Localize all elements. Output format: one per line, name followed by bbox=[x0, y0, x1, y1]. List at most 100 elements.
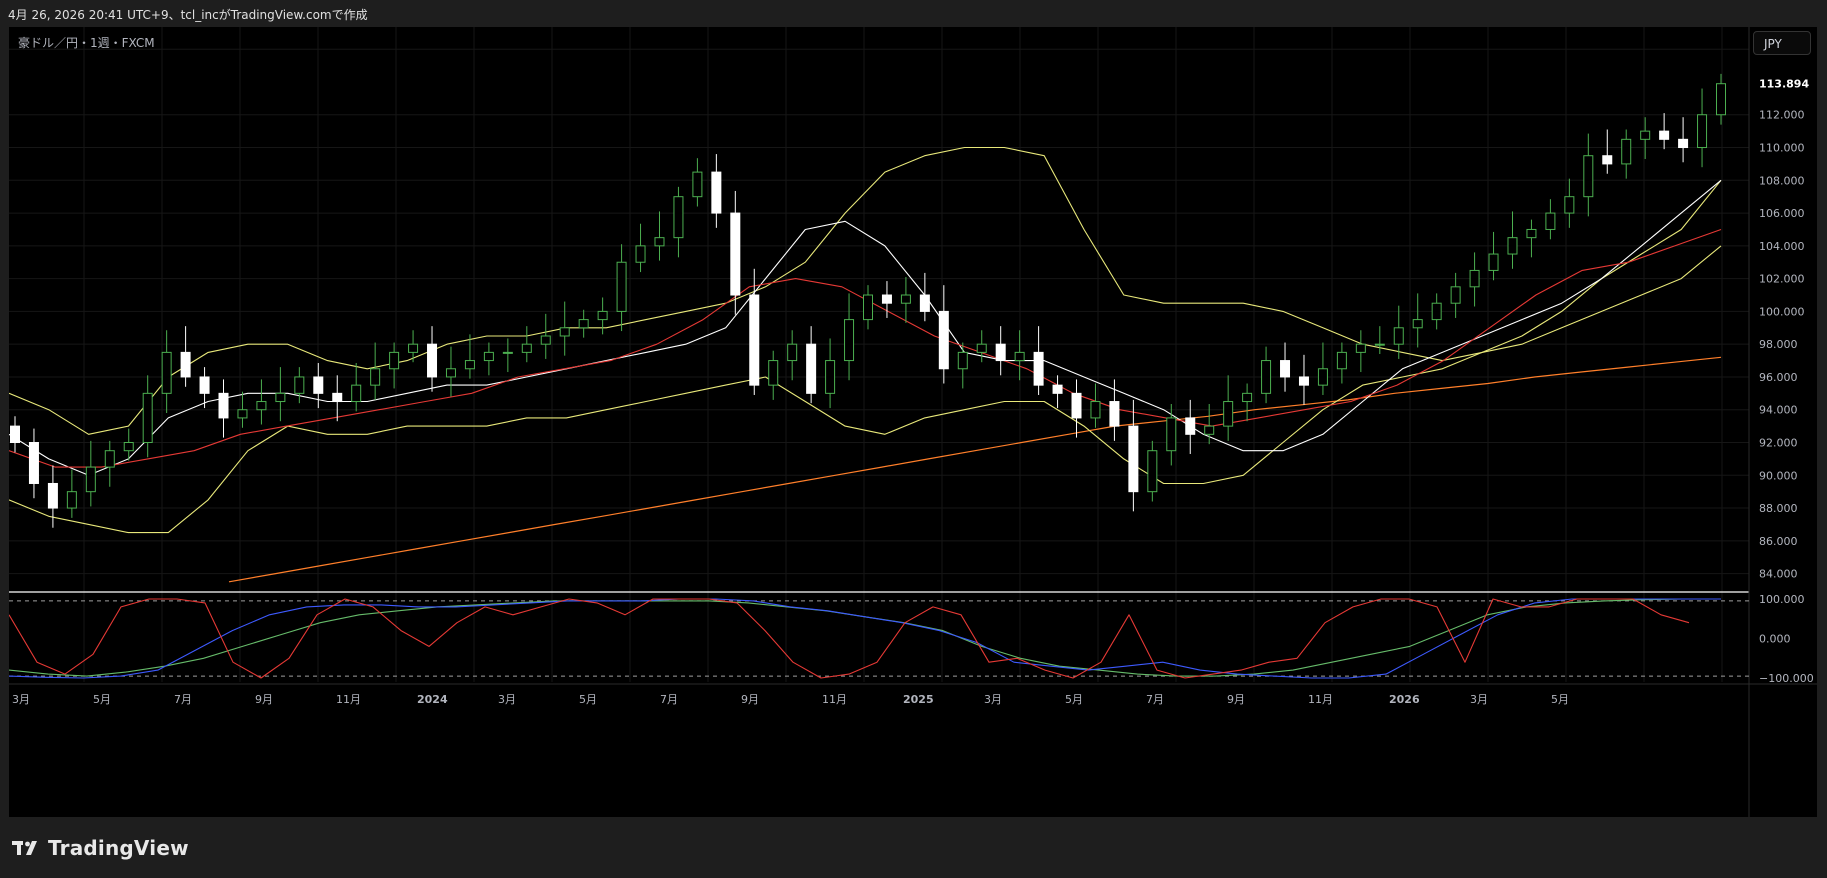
candle-body bbox=[1090, 401, 1101, 419]
candle-body bbox=[1336, 351, 1347, 370]
osc-green-line bbox=[9, 598, 1721, 677]
candle-body bbox=[142, 392, 153, 444]
time-tick-label: 11月 bbox=[1308, 693, 1333, 706]
time-tick-label: 3月 bbox=[498, 693, 516, 706]
price-tick-label: 84.000 bbox=[1759, 568, 1798, 581]
candle-body bbox=[123, 442, 134, 452]
time-tick-label: 3月 bbox=[12, 693, 30, 706]
candle-body bbox=[275, 392, 286, 403]
candle-body bbox=[806, 343, 817, 394]
time-tick-label: 7月 bbox=[1146, 693, 1164, 706]
header-caption: 4月 26, 2026 20:41 UTC+9、tcl_incがTradingV… bbox=[8, 8, 368, 22]
candle-body bbox=[332, 392, 343, 403]
price-tick-label: 94.000 bbox=[1759, 404, 1798, 417]
candle-body bbox=[1545, 212, 1556, 230]
candle-body bbox=[1280, 360, 1291, 378]
candle-body bbox=[1621, 138, 1632, 165]
candle-body bbox=[881, 294, 892, 304]
candle-body bbox=[28, 442, 39, 484]
bb-lower-line bbox=[9, 179, 1722, 534]
candle-body bbox=[351, 384, 362, 403]
candle-body bbox=[1602, 155, 1613, 165]
time-tick-label: 5月 bbox=[1065, 693, 1083, 706]
time-tick-label: 5月 bbox=[579, 693, 597, 706]
candle-body bbox=[256, 401, 267, 411]
candle-body bbox=[1071, 392, 1082, 419]
candle-body bbox=[540, 335, 551, 345]
price-tick-label: 108.000 bbox=[1759, 174, 1805, 187]
candle-body bbox=[578, 319, 589, 329]
chart-svg[interactable]: 116.000112.000110.000108.000106.000104.0… bbox=[9, 27, 1817, 817]
price-tick-label: 110.000 bbox=[1759, 142, 1805, 155]
candle-body bbox=[787, 343, 798, 362]
candle-body bbox=[1450, 286, 1461, 304]
candle-body bbox=[1488, 253, 1499, 271]
candle-body bbox=[844, 319, 855, 362]
candle-body bbox=[825, 360, 836, 394]
price-tick-label: 106.000 bbox=[1759, 207, 1805, 220]
bb-upper-line bbox=[9, 146, 1722, 435]
candle-body bbox=[1242, 392, 1253, 403]
candle-body bbox=[1640, 130, 1651, 140]
candle-body bbox=[616, 261, 627, 312]
time-tick-label: 7月 bbox=[660, 693, 678, 706]
candle-body bbox=[1185, 417, 1196, 435]
time-tick-label: 11月 bbox=[822, 693, 847, 706]
candle-body bbox=[1317, 368, 1328, 386]
candle-body bbox=[408, 343, 419, 353]
candle-body bbox=[445, 368, 456, 378]
candle-body bbox=[1033, 351, 1044, 386]
candle-body bbox=[427, 343, 438, 378]
time-tick-label: 3月 bbox=[984, 693, 1002, 706]
candle-body bbox=[749, 294, 760, 386]
candle-body bbox=[692, 171, 703, 198]
candle-body bbox=[1583, 155, 1594, 198]
price-tick-label: 104.000 bbox=[1759, 240, 1805, 253]
candle-body bbox=[1204, 425, 1215, 435]
footer-bar bbox=[0, 818, 1827, 878]
time-tick-label: 2025 bbox=[903, 693, 934, 706]
price-tick-label: 96.000 bbox=[1759, 371, 1798, 384]
header-bar: 4月 26, 2026 20:41 UTC+9、tcl_incがTradingV… bbox=[0, 0, 1827, 27]
candle-body bbox=[1526, 228, 1537, 239]
candle-body bbox=[294, 376, 305, 394]
candle-body bbox=[313, 376, 324, 394]
candle-body bbox=[957, 351, 968, 370]
candle-body bbox=[938, 310, 949, 370]
time-tick-label: 2024 bbox=[417, 693, 448, 706]
candle-body bbox=[559, 327, 570, 337]
candle-body bbox=[161, 351, 172, 394]
time-tick-label: 11月 bbox=[336, 693, 361, 706]
candle-body bbox=[180, 351, 191, 378]
tradingview-logo[interactable]: TradingView bbox=[12, 836, 189, 860]
candle-body bbox=[863, 294, 873, 321]
candle-body bbox=[1052, 384, 1063, 394]
candle-body bbox=[1298, 376, 1309, 386]
time-tick-label: 2026 bbox=[1389, 693, 1420, 706]
currency-button[interactable]: JPY bbox=[1753, 31, 1811, 55]
candle-body bbox=[66, 491, 77, 509]
price-tick-label: 102.000 bbox=[1759, 273, 1805, 286]
candle-body bbox=[1147, 450, 1158, 493]
price-tick-label: 88.000 bbox=[1759, 502, 1798, 515]
time-tick-label: 5月 bbox=[1551, 693, 1569, 706]
candle-body bbox=[483, 351, 494, 362]
bb-mid-line bbox=[9, 179, 1722, 476]
candle-body bbox=[1393, 327, 1404, 345]
candle-body bbox=[502, 351, 513, 354]
candle-body bbox=[1678, 138, 1689, 149]
candle-body bbox=[919, 294, 930, 312]
price-tick-label: 112.000 bbox=[1759, 109, 1805, 122]
candle-body bbox=[1014, 351, 1025, 362]
candle-body bbox=[673, 196, 684, 239]
candle-body bbox=[1412, 319, 1423, 329]
chart-area[interactable]: 116.000112.000110.000108.000106.000104.0… bbox=[9, 27, 1817, 817]
price-tick-label: 86.000 bbox=[1759, 535, 1798, 548]
candle-body bbox=[218, 392, 229, 419]
candle-body bbox=[1716, 83, 1726, 116]
candle-body bbox=[1223, 401, 1234, 427]
candle-body bbox=[900, 294, 911, 304]
candle-body bbox=[1469, 269, 1480, 288]
tradingview-logo-icon bbox=[12, 841, 37, 855]
candle-body bbox=[370, 368, 381, 386]
